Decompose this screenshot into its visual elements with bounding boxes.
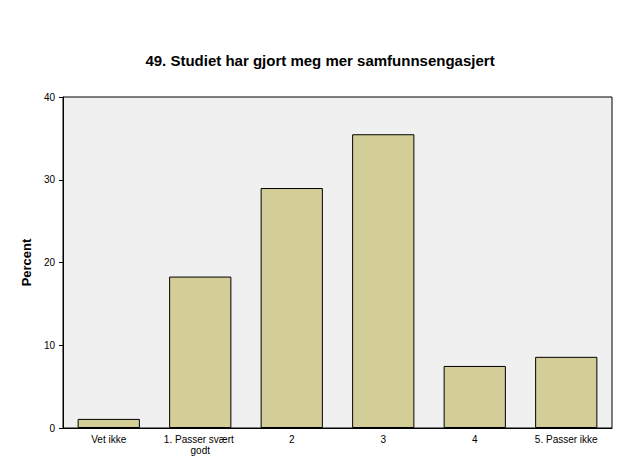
svg-text:5. Passer ikke: 5. Passer ikke: [535, 434, 598, 445]
svg-text:3: 3: [380, 434, 386, 445]
svg-text:30: 30: [44, 174, 56, 185]
svg-text:Percent: Percent: [19, 238, 34, 286]
svg-text:2: 2: [289, 434, 295, 445]
svg-text:Vet ikke: Vet ikke: [91, 434, 126, 445]
svg-text:1. Passer svært: 1. Passer svært: [164, 434, 237, 445]
svg-text:20: 20: [44, 257, 56, 268]
svg-text:godt: godt: [191, 445, 211, 456]
svg-text:49. Studiet har gjort meg mer: 49. Studiet har gjort meg mer samfunnsen…: [145, 52, 494, 69]
svg-text:40: 40: [44, 92, 56, 103]
svg-text:4: 4: [472, 434, 478, 445]
svg-text:0: 0: [49, 423, 55, 434]
svg-text:10: 10: [44, 340, 56, 351]
